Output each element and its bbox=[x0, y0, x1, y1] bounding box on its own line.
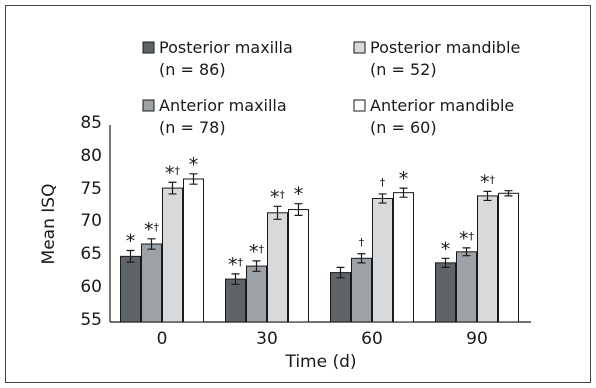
x-tick-label: 30 bbox=[256, 329, 278, 349]
y-tick-label: 65 bbox=[80, 244, 102, 264]
error-bar-posterior-maxilla-0 bbox=[126, 249, 135, 263]
bar-posterior-mandible-0 bbox=[162, 187, 183, 323]
legend: Posterior maxilla (n = 86) Posterior man… bbox=[142, 38, 520, 137]
x-tick-label: 90 bbox=[466, 329, 488, 349]
legend-swatch-posterior-mandible bbox=[353, 41, 366, 54]
significance-marker-anterior-maxilla-0: *† bbox=[144, 219, 160, 241]
legend-n-posterior-mandible: (n = 52) bbox=[370, 60, 437, 79]
bar-anterior-mandible-60 bbox=[393, 192, 414, 323]
chart-frame: 85 80 75 70 65 60 55 0 30 60 90 Time (d)… bbox=[5, 5, 591, 383]
significance-marker-anterior-mandible-0: * bbox=[189, 154, 199, 176]
legend-label-anterior-mandible: Anterior mandible bbox=[370, 96, 514, 115]
legend-label-posterior-mandible: Posterior mandible bbox=[370, 38, 520, 57]
bar-anterior-mandible-30 bbox=[288, 209, 309, 323]
significance-marker-posterior-mandible-60: † bbox=[380, 176, 386, 189]
isq-bar-chart: 85 80 75 70 65 60 55 0 30 60 90 Time (d)… bbox=[39, 38, 531, 372]
bar-posterior-mandible-90 bbox=[477, 195, 498, 323]
error-bar-anterior-mandible-30 bbox=[294, 203, 303, 216]
legend-n-anterior-maxilla: (n = 78) bbox=[159, 118, 226, 137]
significance-marker-anterior-mandible-60: * bbox=[399, 168, 409, 190]
error-bar-posterior-maxilla-30 bbox=[231, 273, 240, 285]
significance-marker-posterior-mandible-30: *† bbox=[270, 186, 286, 208]
y-tick-label: 55 bbox=[80, 310, 102, 330]
bar-posterior-maxilla-90 bbox=[435, 262, 456, 323]
bar-anterior-maxilla-60 bbox=[351, 257, 372, 323]
x-tick-label: 0 bbox=[157, 329, 168, 349]
legend-swatch-anterior-maxilla bbox=[142, 99, 155, 112]
y-tick-labels: 85 80 75 70 65 60 55 bbox=[80, 113, 102, 330]
bar-anterior-mandible-0 bbox=[183, 178, 204, 323]
y-tick-label: 85 bbox=[80, 113, 102, 133]
significance-marker-anterior-maxilla-90: *† bbox=[459, 228, 475, 250]
y-axis-title: Mean ISQ bbox=[39, 184, 59, 265]
bar-anterior-mandible-90 bbox=[498, 192, 519, 323]
significance-marker-anterior-maxilla-30: *† bbox=[249, 241, 265, 263]
significance-marker-posterior-maxilla-90: * bbox=[441, 238, 451, 260]
legend-n-anterior-mandible: (n = 60) bbox=[370, 118, 437, 137]
y-tick-label: 60 bbox=[80, 277, 102, 297]
legend-swatch-posterior-maxilla bbox=[142, 41, 155, 54]
error-bar-anterior-maxilla-30 bbox=[252, 260, 261, 272]
y-tick-label: 70 bbox=[80, 211, 102, 231]
significance-marker-anterior-maxilla-60: † bbox=[359, 236, 365, 249]
error-bar-anterior-maxilla-90 bbox=[462, 247, 471, 257]
error-bar-anterior-mandible-90 bbox=[504, 190, 513, 197]
significance-marker-posterior-maxilla-0: * bbox=[126, 231, 136, 253]
significance-marker-posterior-mandible-0: *† bbox=[165, 162, 181, 184]
legend-label-posterior-maxilla: Posterior maxilla bbox=[159, 38, 293, 57]
legend-swatch-anterior-mandible bbox=[353, 99, 366, 112]
error-bar-posterior-mandible-90 bbox=[483, 190, 492, 202]
y-tick-label: 80 bbox=[80, 146, 102, 166]
y-tick-label: 75 bbox=[80, 179, 102, 199]
bar-marks: **†*† **† *†*† *†† ** *†*† bbox=[120, 154, 519, 323]
error-bar-posterior-mandible-60 bbox=[378, 193, 387, 204]
bar-anterior-maxilla-90 bbox=[456, 251, 477, 323]
x-axis-title: Time (d) bbox=[284, 352, 356, 372]
error-bar-anterior-mandible-60 bbox=[399, 187, 408, 198]
error-bar-anterior-maxilla-0 bbox=[147, 238, 156, 250]
error-bar-posterior-mandible-0 bbox=[168, 181, 177, 195]
bar-posterior-maxilla-60 bbox=[330, 272, 351, 323]
error-bar-posterior-maxilla-90 bbox=[441, 257, 450, 268]
significance-marker-posterior-maxilla-30: *† bbox=[228, 254, 244, 276]
bar-anterior-maxilla-0 bbox=[141, 243, 162, 323]
significance-marker-posterior-mandible-90: *† bbox=[480, 171, 496, 193]
bar-posterior-maxilla-0 bbox=[120, 255, 141, 323]
bar-posterior-mandible-30 bbox=[267, 212, 288, 323]
legend-n-posterior-maxilla: (n = 86) bbox=[159, 60, 226, 79]
bar-anterior-maxilla-30 bbox=[246, 265, 267, 323]
error-bar-anterior-mandible-0 bbox=[189, 173, 198, 185]
bar-posterior-mandible-60 bbox=[372, 198, 393, 323]
x-tick-labels: 0 30 60 90 bbox=[157, 329, 488, 349]
error-bar-posterior-mandible-30 bbox=[273, 205, 282, 220]
error-bar-posterior-maxilla-60 bbox=[336, 266, 345, 279]
bar-posterior-maxilla-30 bbox=[225, 278, 246, 323]
significance-marker-anterior-mandible-30: * bbox=[294, 184, 304, 206]
legend-label-anterior-maxilla: Anterior maxilla bbox=[159, 96, 287, 115]
x-tick-label: 60 bbox=[361, 329, 383, 349]
error-bar-anterior-maxilla-60 bbox=[357, 253, 366, 264]
